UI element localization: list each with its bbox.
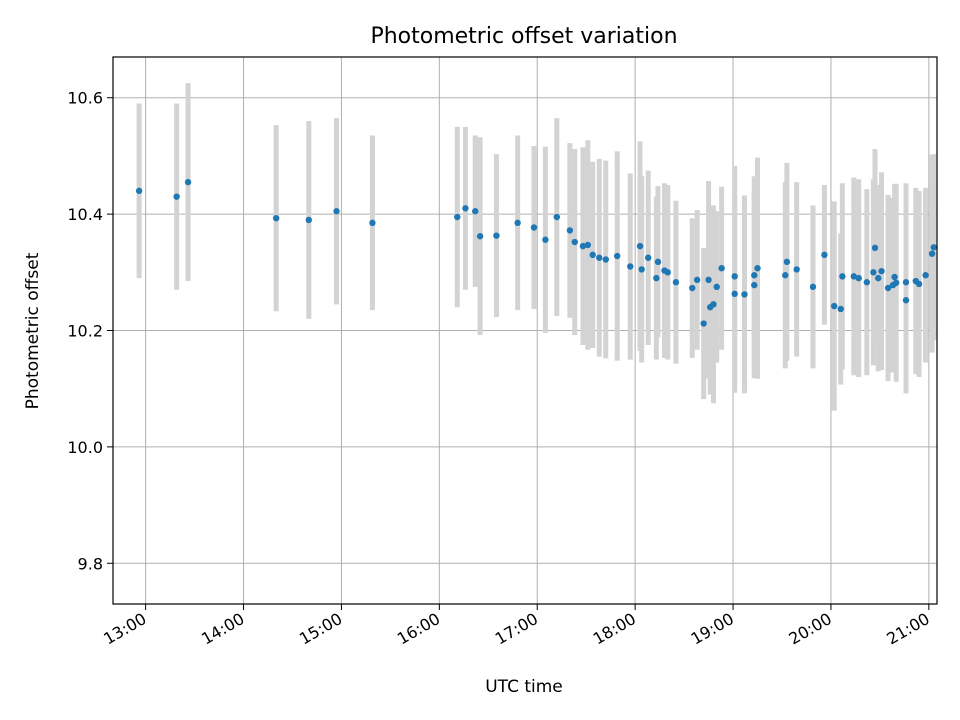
data-point xyxy=(333,208,340,215)
data-point xyxy=(809,283,817,291)
data-point xyxy=(837,305,844,313)
data-point xyxy=(878,267,885,275)
y-axis-label: Photometric offset xyxy=(23,252,43,409)
data-point xyxy=(653,274,660,282)
data-point xyxy=(700,320,707,327)
data-point xyxy=(305,216,313,224)
data-point xyxy=(782,272,789,279)
data-point xyxy=(596,254,603,261)
data-point xyxy=(884,284,892,292)
data-point xyxy=(689,284,696,292)
y-tick-label: 10.6 xyxy=(67,89,103,108)
data-point xyxy=(173,193,180,200)
data-point xyxy=(831,302,838,310)
data-point xyxy=(741,291,748,298)
data-point xyxy=(891,273,898,281)
chart-title: Photometric offset variation xyxy=(370,24,677,49)
data-point xyxy=(627,263,634,270)
data-point xyxy=(863,279,871,286)
data-point xyxy=(783,258,791,266)
data-point xyxy=(553,213,561,221)
data-point xyxy=(571,238,578,246)
data-point xyxy=(184,178,192,186)
data-point xyxy=(731,273,738,280)
data-point xyxy=(476,233,484,240)
y-tick-label: 9.8 xyxy=(78,554,103,573)
data-point xyxy=(664,269,671,276)
data-point xyxy=(579,242,587,250)
y-axis-ticks: 9.8 10.0 10.2 10.4 10.6 xyxy=(67,89,113,573)
data-point xyxy=(902,279,910,286)
data-point xyxy=(871,244,879,252)
data-point xyxy=(713,283,720,291)
y-tick-label: 10.0 xyxy=(67,438,103,457)
data-point xyxy=(731,290,738,298)
data-point xyxy=(514,219,521,227)
data-point xyxy=(855,274,862,282)
data-point xyxy=(821,251,828,259)
data-point xyxy=(915,280,923,288)
data-point xyxy=(584,241,592,249)
data-point xyxy=(930,244,937,251)
data-point xyxy=(493,232,500,239)
data-point xyxy=(636,242,644,250)
y-tick-label: 10.4 xyxy=(67,205,103,224)
data-point xyxy=(602,256,609,263)
data-point xyxy=(928,250,936,257)
data-point xyxy=(135,187,143,195)
data-point xyxy=(693,276,701,284)
data-point xyxy=(369,219,376,227)
grid xyxy=(113,57,937,604)
data-point xyxy=(462,205,469,212)
data-point xyxy=(870,269,877,276)
data-point xyxy=(754,265,761,272)
data-point xyxy=(893,279,900,286)
data-point xyxy=(566,227,574,234)
data-point xyxy=(751,272,758,279)
x-axis-label: UTC time xyxy=(485,677,563,697)
y-tick-label: 10.2 xyxy=(67,322,103,341)
data-point xyxy=(793,266,800,273)
data-point xyxy=(589,251,596,259)
data-point xyxy=(613,252,621,260)
data-point xyxy=(672,279,680,286)
data-point xyxy=(718,265,725,272)
data-point xyxy=(705,276,712,284)
data-point xyxy=(922,272,929,279)
data-point xyxy=(902,297,910,304)
data-point xyxy=(542,236,549,243)
data-point xyxy=(839,273,846,280)
data-point xyxy=(751,281,758,289)
data-point xyxy=(875,274,882,282)
data-point xyxy=(644,254,652,261)
data-point xyxy=(272,214,280,222)
data-point xyxy=(710,301,717,308)
data-point xyxy=(850,273,857,280)
data-point xyxy=(530,224,538,231)
data-point xyxy=(472,208,479,215)
data-points xyxy=(135,178,937,327)
data-point xyxy=(638,266,645,273)
data-point xyxy=(654,258,662,266)
data-point xyxy=(454,213,461,221)
